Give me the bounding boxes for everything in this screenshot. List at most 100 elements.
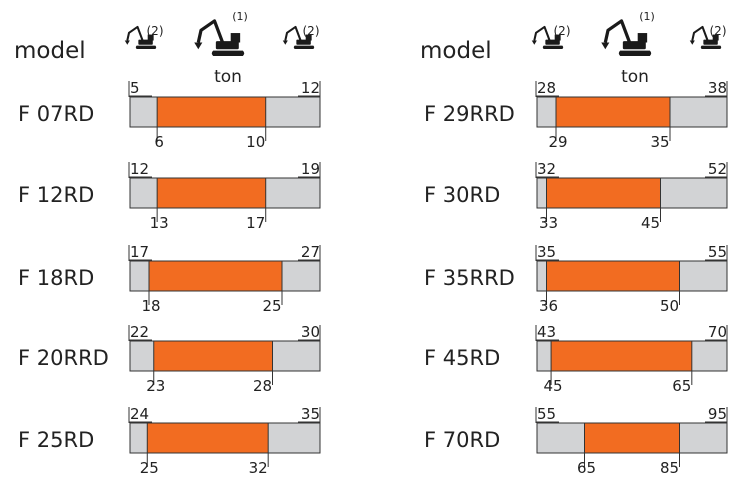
opt-min-value-label: 18 (141, 297, 160, 315)
excavator-arm (126, 25, 144, 41)
opt-max-value-label: 45 (641, 214, 660, 232)
model-label: F 30RD (424, 183, 500, 207)
optimal-bar (584, 422, 680, 454)
model-label: F 12RD (18, 183, 94, 207)
opt-min-value-label: 25 (140, 459, 159, 477)
model-label: F 70RD (424, 428, 500, 452)
optimal-bar (546, 260, 680, 292)
optimal-bar (148, 260, 283, 292)
max-value-label: 12 (301, 79, 320, 97)
excavator-cab (230, 33, 241, 43)
opt-max-value-label: 10 (246, 133, 265, 151)
optimal-bar (153, 340, 273, 372)
excavator-tool (689, 40, 695, 45)
unit-label: ton (621, 67, 649, 87)
excavator-large-icon (194, 19, 245, 56)
opt-min-value-label: 6 (154, 133, 164, 151)
opt-min-value-label: 13 (150, 214, 169, 232)
opt-max-value-label: 28 (253, 377, 272, 395)
model-label: F 35RRD (424, 266, 515, 290)
max-value-label: 19 (301, 160, 320, 178)
excavator-track (293, 45, 315, 49)
excavator-track (542, 45, 564, 49)
max-value-label: 95 (708, 405, 727, 423)
min-value-label: 55 (537, 405, 556, 423)
footnote-2-right: (2) (303, 24, 320, 38)
unit-label: ton (214, 67, 242, 87)
optimal-bar (156, 177, 267, 209)
optimal-bar (546, 177, 661, 209)
footnote-1: (1) (232, 10, 248, 23)
min-value-label: 17 (130, 243, 149, 261)
excavator-tool (531, 40, 537, 45)
min-value-label: 32 (537, 160, 556, 178)
min-value-label: 5 (130, 79, 140, 97)
excavator-body (296, 39, 311, 45)
header-model-label: model (14, 38, 86, 64)
min-value-label: 22 (130, 323, 149, 341)
min-value-label: 35 (537, 243, 556, 261)
max-value-label: 27 (301, 243, 320, 261)
footnote-2-left: (2) (554, 24, 571, 38)
model-label: F 45RD (424, 346, 500, 370)
max-value-label: 30 (301, 323, 320, 341)
optimal-bar (550, 340, 693, 372)
min-value-label: 12 (130, 160, 149, 178)
excavator-large-icon (601, 19, 652, 56)
excavator-cab (554, 34, 561, 41)
excavator-body (215, 41, 239, 50)
footnote-1: (1) (639, 10, 655, 23)
opt-min-value-label: 23 (146, 377, 165, 395)
model-label: F 29RRD (424, 102, 515, 126)
opt-max-value-label: 35 (650, 133, 669, 151)
opt-max-value-label: 50 (660, 297, 679, 315)
min-value-label: 24 (130, 405, 149, 423)
opt-min-value-label: 45 (544, 377, 563, 395)
excavator-tool (601, 42, 610, 50)
excavator-track (211, 50, 245, 56)
excavator-cab (712, 34, 719, 41)
excavator-track (618, 50, 652, 56)
opt-max-value-label: 32 (249, 459, 268, 477)
excavator-tool (194, 42, 203, 50)
excavator-track (700, 45, 722, 49)
excavator-arm (691, 25, 709, 41)
header-model-label: model (420, 38, 492, 64)
excavator-arm (533, 25, 551, 41)
opt-max-value-label: 65 (672, 377, 691, 395)
model-label: F 18RD (18, 266, 94, 290)
excavator-small-icon (124, 25, 157, 49)
excavator-arm (284, 25, 302, 41)
optimal-bar (156, 96, 267, 128)
excavator-arm (603, 19, 632, 44)
opt-min-value-label: 65 (577, 459, 596, 477)
optimal-bar (146, 422, 269, 454)
model-label: F 20RRD (18, 346, 109, 370)
max-value-label: 55 (708, 243, 727, 261)
max-value-label: 70 (708, 323, 727, 341)
optimal-bar (555, 96, 671, 128)
min-value-label: 43 (537, 323, 556, 341)
max-value-label: 52 (708, 160, 727, 178)
opt-min-value-label: 33 (539, 214, 558, 232)
opt-max-value-label: 85 (660, 459, 679, 477)
excavator-tool (282, 40, 288, 45)
max-value-label: 38 (708, 79, 727, 97)
excavator-cab (637, 33, 648, 43)
min-value-label: 28 (537, 79, 556, 97)
excavator-tool (124, 40, 130, 45)
excavator-small-icon (282, 25, 315, 49)
excavator-small-icon (531, 25, 564, 49)
model-label: F 07RD (18, 102, 94, 126)
opt-min-value-label: 36 (539, 297, 558, 315)
model-label: F 25RD (18, 428, 94, 452)
excavator-body (545, 39, 560, 45)
footnote-2-right: (2) (710, 24, 727, 38)
excavator-body (138, 39, 153, 45)
opt-min-value-label: 29 (548, 133, 567, 151)
excavator-body (703, 39, 718, 45)
excavator-arm (196, 19, 225, 44)
excavator-small-icon (689, 25, 722, 49)
excavator-cab (147, 34, 154, 41)
